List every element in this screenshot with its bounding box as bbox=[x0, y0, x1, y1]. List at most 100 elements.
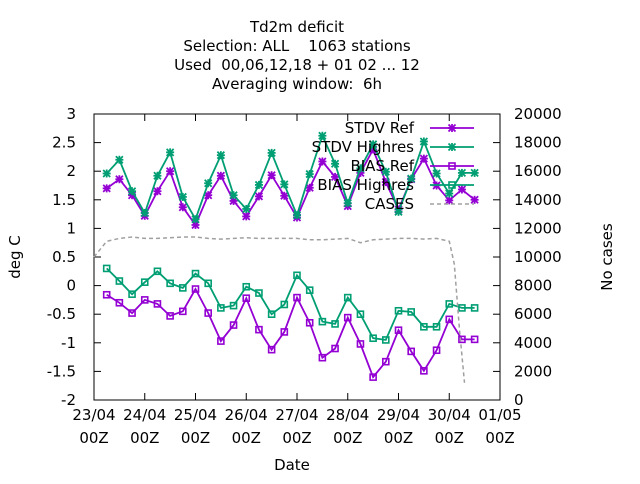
data-point-star bbox=[204, 191, 213, 200]
x-tick-sublabel: 00Z bbox=[333, 429, 362, 447]
data-point-square bbox=[179, 307, 187, 316]
data-point-square bbox=[394, 326, 403, 335]
data-point-square bbox=[445, 315, 454, 324]
y-tick-label: 2.5 bbox=[52, 134, 76, 152]
data-point-square bbox=[448, 162, 456, 170]
data-point-square bbox=[458, 335, 466, 344]
data-point-star bbox=[153, 187, 162, 196]
data-point-square bbox=[166, 279, 174, 288]
data-point-square bbox=[102, 290, 111, 299]
data-point-square bbox=[407, 347, 415, 356]
legend-item: BIAS Highres bbox=[317, 176, 474, 194]
y-tick-label: -1 bbox=[61, 334, 76, 352]
data-point-star bbox=[127, 187, 137, 196]
y2-tick-label: 8000 bbox=[514, 277, 552, 295]
data-point-star bbox=[318, 131, 327, 140]
data-point-square bbox=[204, 309, 212, 317]
y-tick-label: 1.5 bbox=[52, 191, 76, 209]
x-tick-sublabel: 00Z bbox=[435, 429, 464, 447]
data-point-square bbox=[115, 277, 124, 285]
data-point-star bbox=[102, 184, 111, 193]
data-point-star bbox=[229, 191, 238, 200]
data-point-square bbox=[280, 300, 289, 309]
data-point-star bbox=[457, 168, 467, 178]
data-point-star bbox=[254, 192, 264, 201]
y2-tick-label: 12000 bbox=[514, 219, 562, 237]
series-line bbox=[106, 147, 476, 227]
series-line bbox=[93, 236, 466, 383]
data-point-star bbox=[470, 168, 479, 178]
data-point-star bbox=[457, 185, 467, 194]
y2-axis-label: No cases bbox=[598, 223, 616, 291]
data-point-star bbox=[267, 171, 276, 180]
data-point-square bbox=[280, 328, 289, 336]
data-point-square bbox=[343, 313, 352, 322]
x-tick-label: 25/04 bbox=[174, 406, 217, 424]
x-tick-label: 23/04 bbox=[72, 406, 115, 424]
y-tick-label: -0.5 bbox=[47, 305, 76, 323]
data-point-star bbox=[330, 172, 340, 182]
series-layer bbox=[93, 131, 479, 383]
series-line bbox=[106, 287, 475, 379]
data-point-star bbox=[204, 179, 213, 188]
series-cases bbox=[93, 236, 466, 383]
x-tick-sublabel: 00Z bbox=[232, 429, 261, 447]
data-point-square bbox=[242, 294, 251, 302]
chart-title-line: Td2m deficit bbox=[249, 18, 344, 36]
data-point-square bbox=[356, 340, 365, 348]
y-tick-label: 0.5 bbox=[52, 248, 76, 266]
data-point-star bbox=[407, 174, 416, 183]
data-point-square bbox=[394, 306, 403, 315]
data-point-square bbox=[255, 325, 263, 334]
data-point-star bbox=[305, 183, 314, 192]
data-point-square bbox=[470, 304, 479, 312]
data-point-star bbox=[445, 189, 454, 198]
data-point-square bbox=[458, 304, 466, 312]
series-bias-highres bbox=[102, 264, 479, 344]
data-point-star bbox=[254, 180, 264, 190]
data-point-star bbox=[280, 191, 289, 200]
data-point-star bbox=[242, 204, 251, 214]
data-point-star bbox=[280, 180, 289, 189]
x-tick-label: 30/04 bbox=[428, 406, 471, 424]
data-point-square bbox=[115, 298, 124, 307]
data-point-star bbox=[140, 208, 149, 218]
data-point-square bbox=[356, 310, 365, 319]
data-point-square bbox=[305, 286, 314, 294]
data-point-square bbox=[318, 317, 327, 326]
legend-label: STDV Ref bbox=[345, 119, 415, 137]
data-point-square bbox=[204, 279, 212, 288]
data-point-square bbox=[432, 346, 441, 355]
data-point-square bbox=[255, 289, 263, 297]
data-point-square bbox=[153, 300, 162, 308]
data-point-square bbox=[267, 310, 276, 319]
chart-title-line: Selection: ALL 1063 stations bbox=[183, 37, 411, 55]
data-point-square bbox=[369, 334, 377, 343]
data-point-square bbox=[448, 181, 456, 189]
data-point-square bbox=[470, 335, 479, 344]
x-axis-label: Date bbox=[274, 456, 310, 474]
data-point-star bbox=[178, 192, 187, 202]
y-tick-label: 0 bbox=[66, 277, 76, 295]
x-tick-label: 26/04 bbox=[225, 406, 268, 424]
x-tick-sublabel: 00Z bbox=[485, 429, 514, 447]
data-point-star bbox=[368, 140, 378, 149]
data-point-star bbox=[419, 137, 429, 146]
data-point-star bbox=[394, 207, 403, 216]
data-point-star bbox=[447, 142, 457, 152]
data-point-square bbox=[293, 271, 301, 280]
data-point-square bbox=[217, 304, 225, 312]
data-point-star bbox=[292, 211, 302, 220]
x-tick-sublabel: 00Z bbox=[282, 429, 311, 447]
y-tick-label: 3 bbox=[66, 105, 76, 123]
y-axis-label: deg C bbox=[6, 235, 24, 279]
data-point-star bbox=[267, 148, 276, 158]
legend-label: STDV Highres bbox=[312, 138, 415, 156]
data-point-square bbox=[140, 278, 149, 286]
data-point-square bbox=[407, 308, 415, 316]
legend-item: STDV Ref bbox=[345, 119, 474, 137]
